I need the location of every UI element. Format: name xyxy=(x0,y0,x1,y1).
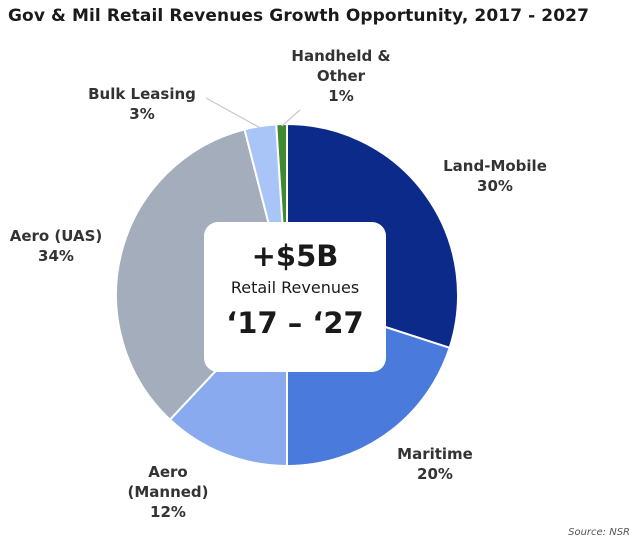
label-bulk-leasing-value: 3% xyxy=(129,105,155,123)
label-handheld-other: Handheld & Other 1% xyxy=(276,46,406,106)
label-handheld-line1: Handheld & xyxy=(291,47,391,65)
leader-line xyxy=(281,109,301,127)
label-aero-manned-line1: Aero xyxy=(148,463,188,481)
center-period: ‘17 – ‘27 xyxy=(226,306,364,340)
label-land-mobile-name: Land-Mobile xyxy=(443,157,547,175)
label-handheld-value: 1% xyxy=(328,87,354,105)
label-aero-uas-name: Aero (UAS) xyxy=(9,227,103,245)
label-bulk-leasing: Bulk Leasing 3% xyxy=(78,84,206,124)
label-land-mobile: Land-Mobile 30% xyxy=(420,156,570,196)
label-aero-manned-value: 12% xyxy=(150,503,186,521)
label-aero-uas: Aero (UAS) 34% xyxy=(4,226,108,266)
label-aero-manned-line2: (Manned) xyxy=(127,483,209,501)
label-land-mobile-value: 30% xyxy=(477,177,513,195)
label-maritime: Maritime 20% xyxy=(380,444,490,484)
label-maritime-name: Maritime xyxy=(397,445,473,463)
chart-title: Gov & Mil Retail Revenues Growth Opportu… xyxy=(8,6,590,26)
label-bulk-leasing-name: Bulk Leasing xyxy=(88,85,196,103)
label-aero-uas-value: 34% xyxy=(38,247,74,265)
leader-line xyxy=(205,97,261,129)
center-caption: Retail Revenues xyxy=(230,278,360,297)
source-note: Source: NSR xyxy=(568,527,630,538)
center-value: +$5B xyxy=(251,239,339,273)
label-aero-manned: Aero (Manned) 12% xyxy=(118,462,218,522)
label-handheld-line2: Other xyxy=(316,67,366,85)
pie-slice-aero-uas xyxy=(114,128,289,422)
center-callout: +$5B Retail Revenues ‘17 – ‘27 xyxy=(204,222,386,372)
label-maritime-value: 20% xyxy=(417,465,453,483)
